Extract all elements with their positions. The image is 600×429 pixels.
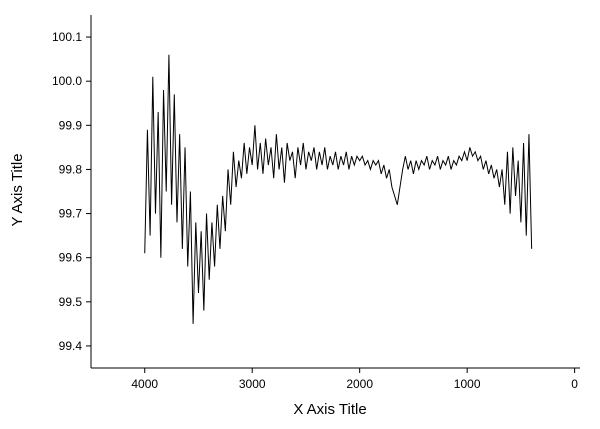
x-tick-label: 4000: [131, 377, 158, 391]
y-axis-title: Y Axis Title: [9, 153, 26, 226]
x-tick-label: 3000: [239, 377, 266, 391]
y-tick-label: 99.4: [59, 339, 83, 353]
y-tick-label: 99.5: [59, 295, 83, 309]
y-tick-label: 99.6: [59, 251, 83, 265]
x-axis-title: X Axis Title: [293, 401, 366, 418]
x-tick-label: 2000: [346, 377, 373, 391]
x-tick-label: 1000: [454, 377, 481, 391]
data-line: [144, 54, 533, 324]
y-tick-label: 99.9: [59, 118, 83, 132]
y-tick-label: 99.7: [59, 207, 83, 221]
y-tick-label: 100.1: [52, 30, 82, 44]
x-tick-label: 0: [571, 377, 578, 391]
y-tick-label: 99.8: [59, 162, 83, 176]
y-tick-label: 100.0: [52, 74, 82, 88]
